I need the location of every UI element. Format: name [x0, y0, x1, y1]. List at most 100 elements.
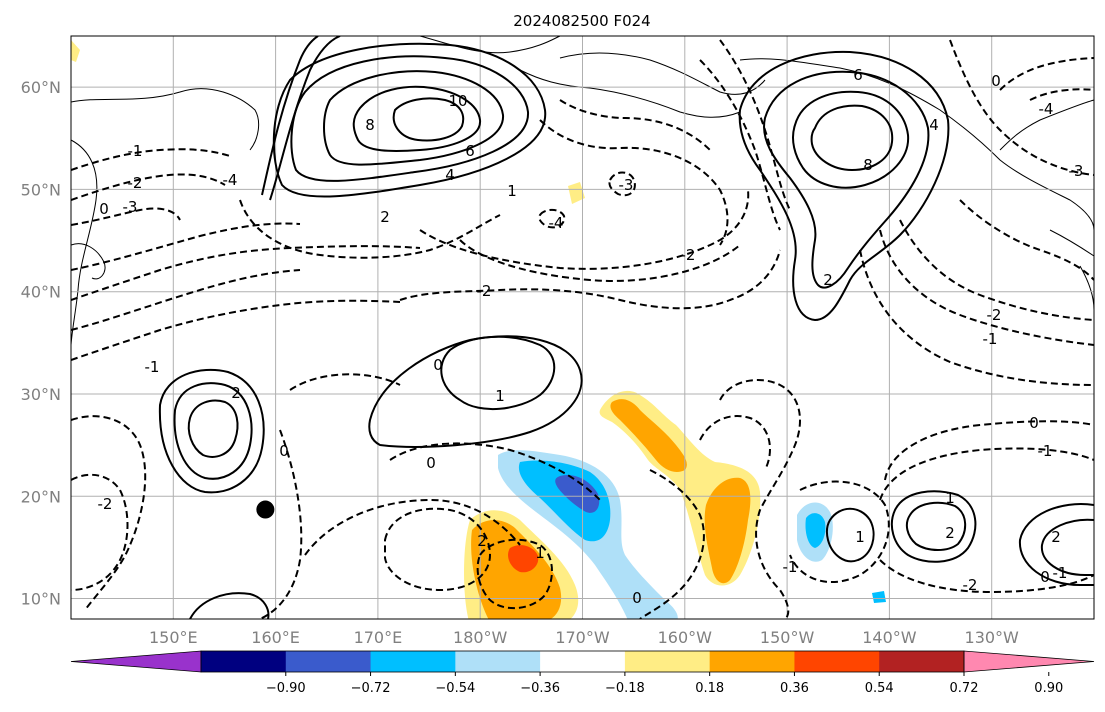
contour-high-se [1040, 518, 1094, 576]
contour-low [559, 99, 711, 151]
colorbar-outline [200, 650, 965, 673]
contour-high-se [905, 501, 967, 551]
contour-label: 0 [99, 200, 109, 218]
contour-label: -2 [963, 576, 978, 594]
contour-labels: 10864210-1-2-3-468420120-2-1-2-4-3-4-2-1… [98, 66, 1084, 607]
contour-label: 2 [1051, 528, 1061, 546]
contour-low [289, 373, 401, 391]
contour-high-se [1018, 503, 1094, 586]
positive-anomaly-tiny [71, 40, 80, 62]
contour-label: 0 [279, 442, 289, 460]
contour-label: 2 [823, 271, 833, 289]
contour-high-ne [792, 90, 910, 189]
contour-low [719, 379, 801, 619]
contour-label: -4 [223, 171, 238, 189]
contour-label: 0 [1040, 568, 1050, 586]
colorbar-swatch [879, 651, 965, 672]
contour-high-nw [290, 55, 530, 182]
contour-label: -1 [983, 330, 998, 348]
contour-low [879, 447, 1094, 501]
contour-low [71, 207, 181, 226]
contour-label: -4 [549, 214, 564, 232]
contour-high-sw [189, 592, 270, 619]
lon-tick-label: 170°E [354, 628, 403, 647]
contour-low [859, 249, 1094, 386]
contour-label: -1 [783, 558, 798, 576]
contour-low [639, 469, 705, 619]
contour-label: 6 [853, 66, 863, 84]
contour-high-west [158, 368, 265, 494]
colorbar-tick-label: 0.72 [950, 681, 979, 696]
contour-label: 4 [445, 166, 455, 184]
contour-label: 8 [365, 116, 375, 134]
contour-high-nw [323, 70, 505, 166]
colorbar-tick-label: −0.18 [605, 681, 645, 696]
colorbar-tick-label: 0.90 [1034, 681, 1063, 696]
contour-label: 6 [465, 142, 475, 160]
contour-low [959, 199, 1094, 281]
contour-label: 2 [945, 524, 955, 542]
contour-low [71, 299, 401, 361]
contour-label: 2 [477, 532, 487, 550]
colorbar [70, 650, 1095, 673]
contour-label: -4 [1039, 100, 1054, 118]
negative-anomaly-small-core [805, 513, 826, 548]
contour-low [399, 249, 781, 310]
negative-anomaly-core [518, 460, 611, 542]
lon-tick-label: 150°E [149, 628, 198, 647]
contour-low [71, 173, 226, 201]
contour-label: 0 [426, 454, 436, 472]
contour-label: -3 [123, 198, 138, 216]
contours [71, 36, 1094, 619]
contour-low [71, 148, 231, 171]
contour-label: -2 [98, 495, 113, 513]
contour-high-nw [352, 85, 482, 152]
contour-label: 0 [632, 589, 642, 607]
lat-tick-label: 20°N [21, 487, 61, 506]
longitude-labels: 150°E 160°E 170°E 180°W 170°W 160°W 150°W 140°W… [149, 628, 1019, 647]
lon-tick-label: 160°E [251, 628, 300, 647]
colorbar-tick-label: −0.90 [266, 681, 306, 696]
lon-tick-label: 160°W [658, 628, 713, 647]
contour-low [884, 420, 1094, 481]
colorbar-swatch [455, 651, 541, 672]
contour-high-west [173, 382, 253, 480]
contour-label: 10 [448, 92, 467, 110]
contour-label: -3 [1069, 162, 1084, 180]
contour-high-ne [810, 104, 894, 172]
map-frame [70, 35, 1095, 620]
contour-label: -2 [128, 174, 143, 192]
contour-label: 0 [991, 72, 1001, 90]
contour-low [259, 429, 303, 619]
gridlines [71, 36, 1094, 619]
contour-label: 1 [495, 387, 505, 405]
contour-high-ne [738, 50, 950, 322]
negative-anomaly-max [555, 474, 600, 513]
colorbar-swatch [201, 651, 287, 672]
contour-label: -1 [1053, 564, 1068, 582]
colorbar-swatch [624, 651, 711, 672]
colorbar-extend-low [70, 650, 202, 673]
positive-anomaly-tiny [568, 182, 585, 204]
contour-low [71, 269, 301, 331]
lat-tick-label: 30°N [21, 385, 61, 404]
map-area: 10864210-1-2-3-468420120-2-1-2-4-3-4-2-1… [71, 36, 1094, 619]
contour-label: -1 [1038, 442, 1053, 460]
contour-high-central [440, 335, 556, 411]
contour-low [999, 57, 1094, 91]
positive-anomaly-core [704, 477, 751, 584]
contour-label: -3 [619, 176, 634, 194]
contour-low [699, 415, 771, 471]
contour-high-nw [261, 36, 319, 196]
contour-low [71, 222, 301, 271]
contour-label: 0 [1029, 414, 1039, 432]
contour-low [389, 442, 601, 501]
contour-high-nw [392, 97, 465, 142]
lon-tick-label: 140°W [862, 628, 917, 647]
contour-label: -2 [477, 282, 492, 300]
colorbar-swatch [370, 651, 456, 672]
contour-low [1029, 88, 1094, 101]
lat-tick-label: 50°N [21, 180, 61, 199]
contour-low [538, 208, 566, 229]
